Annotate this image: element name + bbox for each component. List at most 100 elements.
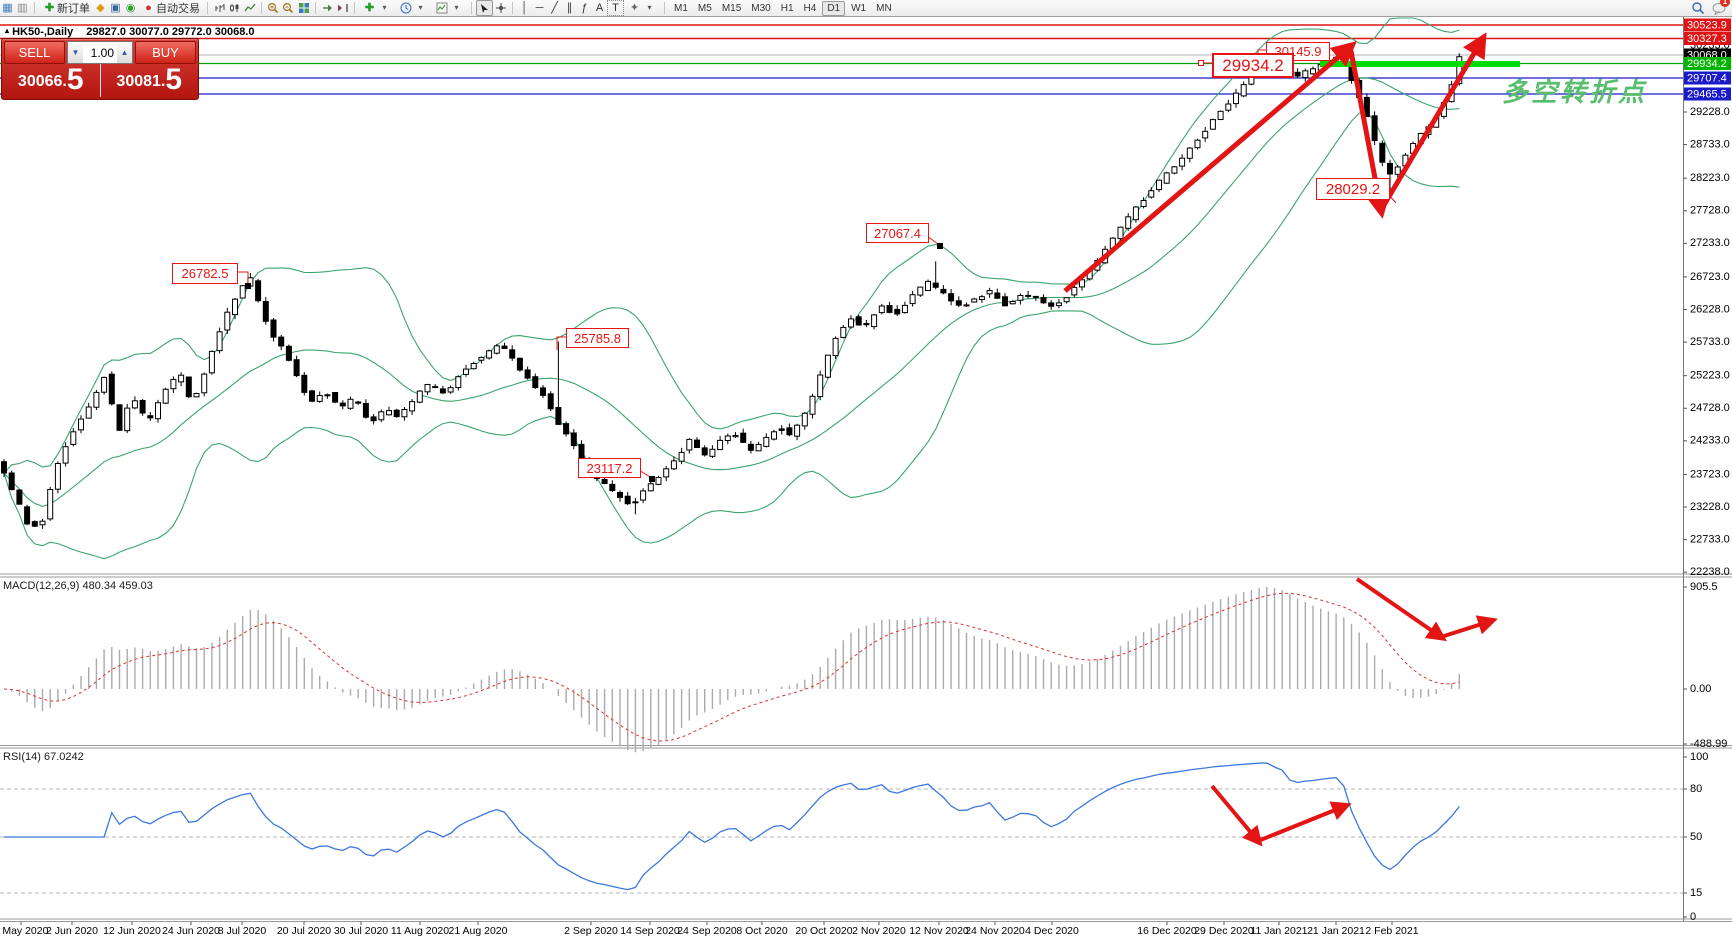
timeframe-button-m15[interactable]: M15: [721, 2, 742, 14]
timeframe-button-m5[interactable]: M5: [697, 2, 712, 14]
market-icon[interactable]: ◆: [96, 2, 105, 14]
candle: [1179, 157, 1186, 167]
buy-button[interactable]: BUY: [135, 41, 196, 64]
candle: [1002, 296, 1008, 307]
candle: [162, 388, 169, 404]
candle: [686, 438, 693, 451]
volume-decrease-button[interactable]: ▼: [68, 42, 83, 63]
candle: [1379, 142, 1386, 163]
candle: [355, 401, 362, 404]
bar-chart-icon[interactable]: [212, 1, 227, 15]
highlight-zone[interactable]: [1320, 61, 1520, 67]
indicators-icon: ✚: [364, 2, 375, 14]
candle: [678, 451, 685, 462]
buy-price-frac: 5: [165, 63, 183, 96]
volume-increase-button[interactable]: ▲: [117, 42, 132, 63]
timeframe-button-h1[interactable]: H1: [780, 2, 794, 14]
fibonacci-tool-icon[interactable]: ƒ: [581, 2, 588, 14]
candle: [432, 386, 439, 389]
crosshair-icon[interactable]: [493, 1, 508, 15]
toolbar-separator: [315, 2, 316, 14]
price-annotation-29934.2[interactable]: 29934.2: [1212, 53, 1294, 78]
timeframe-button-m1[interactable]: M1: [674, 2, 688, 14]
zoom-in-icon[interactable]: [266, 1, 281, 15]
period-button[interactable]: ▾: [395, 1, 431, 15]
rsi-arrow[interactable]: [1257, 801, 1352, 843]
y-axis-tick-label: 27233.0: [1690, 237, 1730, 249]
candle: [1202, 130, 1209, 139]
community-icon[interactable]: ◉: [125, 2, 136, 14]
new-order-button[interactable]: ✚ 新订单: [39, 1, 93, 15]
chart-profile-icon[interactable]: ▥: [17, 2, 28, 14]
macd-signal-line: [3, 592, 1460, 742]
candle: [732, 435, 739, 438]
candle: [755, 443, 762, 452]
zoom-out-icon[interactable]: [281, 1, 296, 15]
toolbar-separator: [512, 2, 513, 14]
candle: [509, 349, 516, 359]
shapes-button[interactable]: ✦ ▾: [624, 1, 660, 15]
candle: [463, 368, 469, 375]
chart-shift-icon[interactable]: [335, 1, 350, 15]
price-annotation-28029.2[interactable]: 28029.2: [1316, 178, 1390, 200]
macd-axis-label: -488.99: [1690, 738, 1727, 750]
new-chart-icon[interactable]: ▦: [2, 2, 13, 14]
rsi-arrow[interactable]: [1210, 784, 1263, 847]
autotrade-button[interactable]: ● 自动交易: [138, 1, 203, 15]
vertical-line-tool-icon[interactable]: │: [521, 2, 528, 14]
price-annotation-27067.4[interactable]: 27067.4: [866, 223, 929, 243]
cursor-icon[interactable]: [476, 0, 493, 16]
new-order-icon: ✚: [44, 2, 55, 14]
macd-arrow[interactable]: [1355, 577, 1447, 642]
notifications-icon[interactable]: 1: [1711, 0, 1730, 15]
template-button[interactable]: ▾: [431, 1, 467, 15]
timeframe-button-d1[interactable]: D1: [822, 0, 846, 16]
auto-scroll-icon[interactable]: [320, 1, 335, 15]
rsi-axis-label: 0: [1690, 911, 1696, 923]
timeframe-button-mn[interactable]: MN: [876, 2, 892, 14]
price-annotation-26782.5[interactable]: 26782.5: [172, 263, 238, 284]
axis-price-flag: [1684, 32, 1731, 45]
timeframe-button-m30[interactable]: M30: [751, 2, 771, 14]
horizontal-line-tool-icon[interactable]: ─: [535, 2, 544, 14]
sell-button[interactable]: SELL: [4, 41, 65, 64]
trend-arrow[interactable]: [1063, 41, 1357, 293]
candle: [617, 492, 623, 498]
trendline-tool-icon[interactable]: ╱: [551, 2, 558, 14]
candle: [940, 288, 947, 294]
text-tool-icon[interactable]: A: [595, 2, 604, 14]
tile-windows-icon[interactable]: [296, 1, 311, 15]
indicators-button[interactable]: ✚ ▾: [359, 1, 395, 15]
price-annotation-23117.2[interactable]: 23117.2: [578, 458, 641, 478]
x-axis-date-label: 2 Sep 2020: [564, 925, 618, 937]
line-chart-icon[interactable]: [242, 1, 257, 15]
volume-value[interactable]: 1.00: [83, 42, 117, 63]
candlestick-chart-icon[interactable]: [227, 1, 242, 15]
candlesticks: [1, 51, 1463, 529]
candle: [301, 374, 308, 393]
toolbar-separator: [471, 2, 472, 14]
trend-arrow[interactable]: [1378, 32, 1487, 212]
terminal-icon[interactable]: ▣: [110, 2, 121, 14]
candle: [1140, 200, 1147, 207]
y-axis-tick-label: 28223.0: [1690, 172, 1730, 184]
sell-price: 30066. 5: [2, 64, 101, 97]
candle: [324, 394, 331, 397]
toolbar-separator: [34, 2, 35, 14]
candle: [155, 402, 161, 420]
candle: [917, 286, 924, 296]
candle: [886, 305, 893, 313]
price-annotation-25785.8[interactable]: 25785.8: [566, 328, 629, 348]
channel-tool-icon[interactable]: ∥: [566, 2, 573, 14]
annotation-text[interactable]: 多空转折点: [1502, 77, 1648, 107]
timeframe-button-w1[interactable]: W1: [851, 2, 867, 14]
x-axis-date-label: 21 Aug 2020: [449, 925, 508, 937]
timeframe-button-h4[interactable]: H4: [803, 2, 817, 14]
macd-arrow[interactable]: [1440, 615, 1498, 639]
search-icon[interactable]: [1690, 1, 1705, 15]
candle: [255, 280, 262, 302]
y-axis-tick-label: 22733.0: [1690, 533, 1730, 545]
text-label-tool-icon[interactable]: T: [607, 0, 624, 16]
